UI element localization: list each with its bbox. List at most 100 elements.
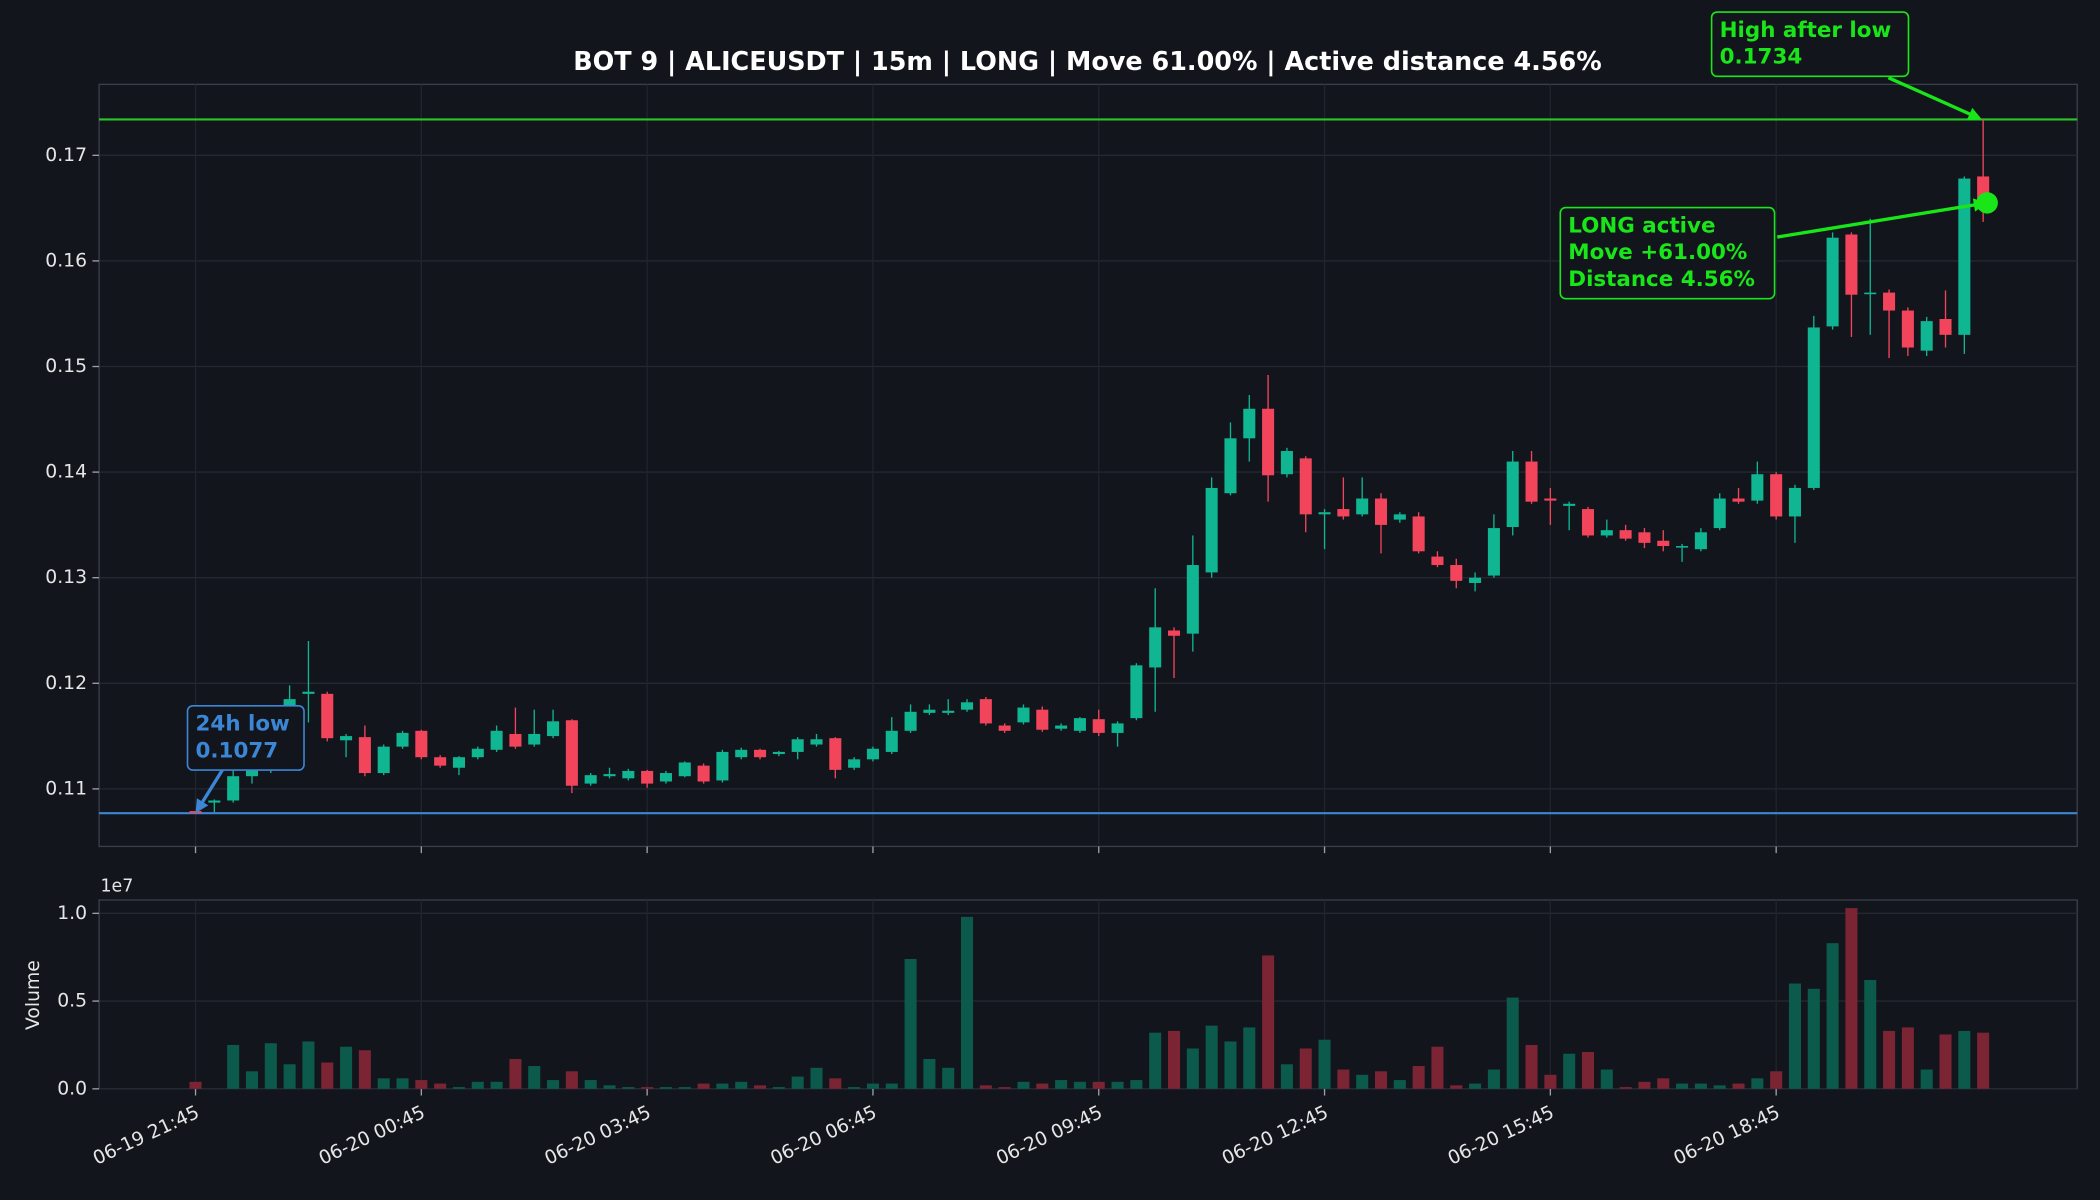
- candle-body: [1299, 458, 1312, 515]
- volume-bar: [1826, 943, 1839, 1089]
- candle-body: [208, 800, 221, 803]
- candle-body: [358, 737, 371, 774]
- volume-bar: [942, 1067, 955, 1089]
- candle-body: [1657, 540, 1670, 547]
- volume-bar: [1770, 1071, 1783, 1089]
- volume-bar: [1167, 1030, 1181, 1089]
- volume-bar: [1883, 1030, 1896, 1089]
- candle-body: [1713, 498, 1726, 529]
- candle-body: [434, 757, 447, 766]
- candle-body: [1186, 565, 1199, 634]
- volume-bar: [340, 1046, 353, 1089]
- candle-body: [396, 732, 409, 747]
- candle-body: [659, 773, 672, 782]
- y-tick-label: 0.15: [45, 356, 87, 377]
- annotation-text: Distance 4.56%: [1568, 267, 1755, 292]
- candle-body: [1883, 292, 1896, 311]
- volume-bar: [772, 1087, 785, 1089]
- volume-bar: [1600, 1069, 1613, 1089]
- volume-bar: [641, 1087, 654, 1089]
- volume-bar: [678, 1087, 691, 1089]
- candle-body: [547, 721, 560, 737]
- candle-body: [1901, 310, 1914, 348]
- volume-bar: [415, 1080, 428, 1089]
- volume-bar: [866, 1083, 879, 1089]
- candle-body: [584, 775, 597, 784]
- y-tick-label: 0.11: [45, 778, 87, 799]
- volume-bar: [1506, 997, 1519, 1089]
- volume-bar: [1092, 1081, 1105, 1089]
- price-frame: [98, 83, 2078, 848]
- annotation-box: [1559, 206, 1776, 300]
- candle-body: [227, 776, 240, 801]
- volume-bar: [1393, 1080, 1406, 1089]
- y-tick-label: 0.16: [45, 250, 87, 271]
- candle-body: [1374, 498, 1388, 525]
- volume-bar: [735, 1081, 748, 1089]
- annotation-text: 0.1734: [1720, 45, 1803, 70]
- candle-body: [189, 811, 202, 814]
- volume-axis-label: Volume: [23, 960, 44, 1030]
- volume-bar: [1130, 1080, 1143, 1089]
- volume-bar: [791, 1076, 804, 1089]
- volume-bar: [1412, 1066, 1425, 1089]
- volume-bar: [1073, 1081, 1086, 1089]
- chart-title: BOT 9 | ALICEUSDT | 15m | LONG | Move 61…: [573, 46, 1601, 76]
- candle-body: [754, 749, 767, 758]
- volume-bar: [904, 958, 917, 1089]
- candle-body: [1167, 630, 1181, 636]
- volume-bar: [490, 1081, 503, 1089]
- candle-body: [1788, 487, 1802, 517]
- volume-bar: [1713, 1085, 1726, 1089]
- volume-bar: [471, 1081, 484, 1089]
- volume-bar: [1901, 1027, 1914, 1089]
- volume-bar: [1920, 1069, 1933, 1089]
- candle-body: [791, 739, 804, 752]
- candle-body: [1356, 498, 1369, 515]
- volume-bar: [1657, 1078, 1670, 1089]
- volume-bar: [1544, 1074, 1557, 1089]
- volume-bar: [1224, 1041, 1237, 1089]
- volume-bar: [622, 1087, 635, 1089]
- annotation-box: [1710, 11, 1910, 78]
- candle-body: [1939, 318, 1952, 335]
- candle-body: [810, 739, 823, 745]
- candle-body: [1280, 450, 1293, 475]
- volume-bar: [1111, 1081, 1124, 1089]
- candle-body: [565, 720, 578, 786]
- candle-body: [1017, 707, 1030, 723]
- volume-bar: [1525, 1044, 1538, 1089]
- candle-body: [1525, 461, 1538, 502]
- volume-bar: [1262, 955, 1275, 1089]
- candle-body: [1770, 474, 1783, 517]
- candle-body: [998, 725, 1011, 731]
- volume-bar: [584, 1080, 597, 1089]
- annotation-arrowhead: [1966, 107, 1982, 121]
- candle-body: [1073, 718, 1086, 731]
- candle-body: [1450, 565, 1463, 581]
- volume-bar: [1318, 1039, 1331, 1089]
- candle-body: [1694, 532, 1707, 550]
- volume-bar: [1694, 1083, 1707, 1089]
- candle-body: [1506, 461, 1519, 528]
- candle-body: [1807, 327, 1820, 488]
- candle-body: [942, 710, 955, 713]
- candle-body: [1243, 408, 1256, 439]
- candle-body: [321, 693, 334, 739]
- candle-body: [1055, 725, 1068, 729]
- annotation-text: 24h low: [196, 712, 291, 737]
- candle-body: [1337, 509, 1350, 517]
- candle-body: [509, 733, 522, 747]
- candle-body: [1262, 408, 1275, 476]
- candle-body: [1600, 530, 1613, 536]
- volume-bar: [1958, 1030, 1971, 1089]
- volume-bar: [1845, 908, 1858, 1089]
- volume-bar: [697, 1083, 710, 1089]
- volume-bar: [547, 1080, 560, 1089]
- volume-bar: [923, 1059, 936, 1089]
- y-tick-label: 1.0: [57, 903, 87, 924]
- annotation-arrow: [1887, 76, 1976, 118]
- candle-body: [1469, 577, 1482, 583]
